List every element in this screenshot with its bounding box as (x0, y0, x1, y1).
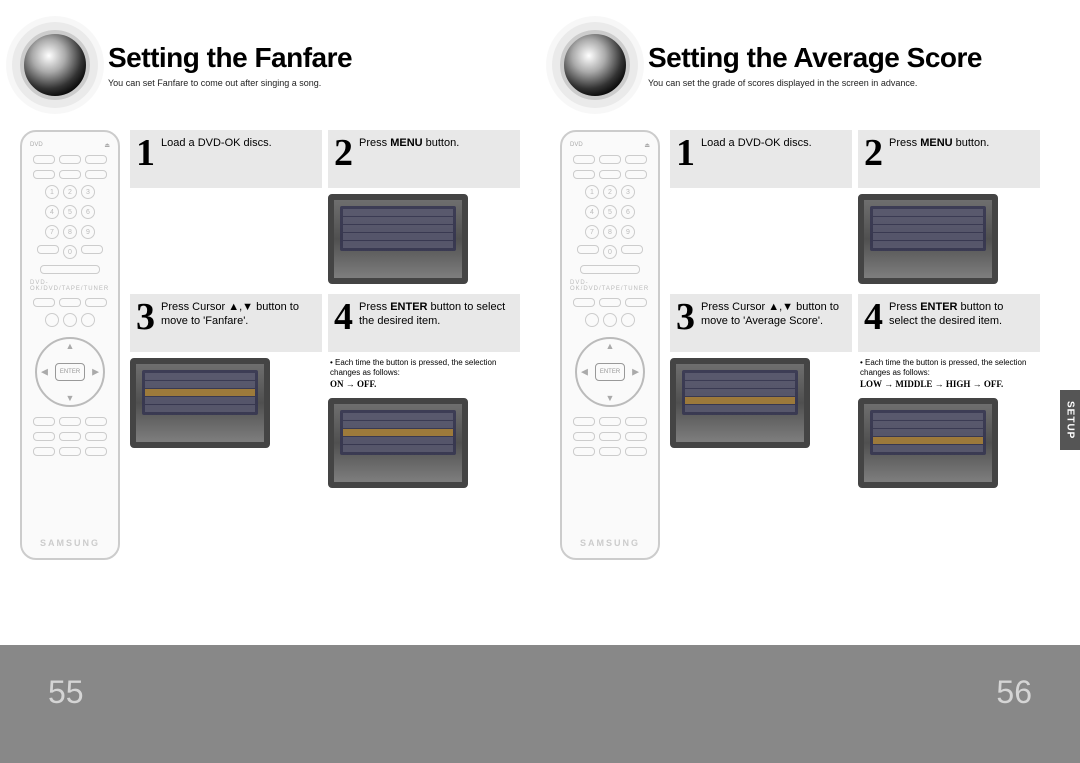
remote-brand: SAMSUNG (580, 538, 640, 548)
side-tab-setup: SETUP (1060, 390, 1080, 450)
title-left: Setting the Fanfare (108, 42, 352, 74)
step-3: 3 Press Cursor ▲,▼ button to move to 'Fa… (130, 294, 322, 488)
step-2: 2 Press MENU button. (328, 130, 520, 284)
header-right: Setting the Average Score You can set th… (560, 30, 1040, 100)
step-note: • Each time the button is pressed, the s… (328, 352, 520, 392)
tv-thumb-icon (670, 358, 810, 448)
page-right: Setting the Average Score You can set th… (540, 0, 1080, 645)
remote-illustration: DVD⏏ 123 456 789 0 DVD-OK/DVD/TAPE/TUNER… (20, 130, 120, 560)
step-1: 1 Load a DVD-OK discs. (670, 130, 852, 284)
page-left: Setting the Fanfare You can set Fanfare … (0, 0, 540, 645)
subtitle-right: You can set the grade of scores displaye… (648, 78, 982, 88)
header-left: Setting the Fanfare You can set Fanfare … (20, 30, 520, 100)
step-1: 1 Load a DVD-OK discs. (130, 130, 322, 284)
tv-thumb-icon (328, 194, 468, 284)
step-2: 2 Press MENU button. (858, 130, 1040, 284)
page-number-left: 55 (48, 674, 84, 711)
footer-bar (0, 645, 1080, 763)
page-number-right: 56 (996, 674, 1032, 711)
tv-thumb-icon (328, 398, 468, 488)
tv-thumb-icon (130, 358, 270, 448)
step-4: 4 Press ENTER button to select the desir… (328, 294, 520, 488)
step-4: 4 Press ENTER button to select the desir… (858, 294, 1040, 488)
remote-illustration: DVD⏏ 123 456 789 0 DVD-OK/DVD/TAPE/TUNER… (560, 130, 660, 560)
tv-thumb-icon (858, 398, 998, 488)
step-3: 3 Press Cursor ▲,▼ button to move to 'Av… (670, 294, 852, 488)
steps-right: 1 Load a DVD-OK discs. 2 Press MENU butt… (670, 130, 1040, 488)
speaker-icon (20, 30, 90, 100)
title-right: Setting the Average Score (648, 42, 982, 74)
steps-left: 1 Load a DVD-OK discs. 2 Press MENU butt… (130, 130, 520, 488)
remote-brand: SAMSUNG (40, 538, 100, 548)
subtitle-left: You can set Fanfare to come out after si… (108, 78, 352, 88)
tv-thumb-icon (858, 194, 998, 284)
step-note: • Each time the button is pressed, the s… (858, 352, 1040, 392)
speaker-icon (560, 30, 630, 100)
